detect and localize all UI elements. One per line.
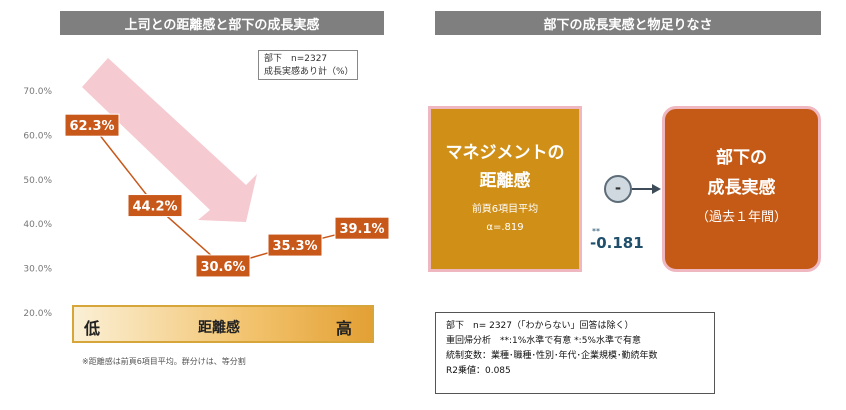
box2-line2: 成長実感 (707, 178, 776, 198)
significance-mark: ** (592, 227, 600, 236)
data-label: 44.2% (132, 200, 177, 215)
info-line-1: 部下 n= 2327（「わからない」回答は除く） (446, 321, 634, 331)
chart-note-sample: 部下 n=2327 (264, 54, 328, 64)
y-tick-label: 20.0% (23, 309, 52, 319)
info-line-4: R2乗値：0.085 (446, 366, 511, 376)
data-point-marker (334, 216, 390, 240)
trend-arrow-icon (82, 58, 257, 222)
distance-gradient-bar: 低 距離感 高 (72, 305, 374, 343)
box1-line2: 距離感 (479, 171, 531, 191)
box1-sub2: α=.819 (486, 222, 524, 233)
y-tick-label: 30.0% (23, 265, 52, 275)
chart-note-metric: 成長実感あり計（%） (264, 67, 354, 77)
info-line-3: 統制変数：業種･職種･性別･年代･企業規模･勤続年数 (446, 351, 658, 361)
data-point-marker (267, 233, 323, 257)
data-label: 62.3% (69, 119, 114, 134)
data-point-marker (195, 254, 251, 278)
arrow-head-icon (652, 184, 661, 194)
growth-feeling-box: 部下の 成長実感 （過去１年間） (662, 106, 821, 272)
chart-note-box: 部下 n=2327 成長実感あり計（%） (258, 50, 358, 80)
arrow-line (632, 188, 654, 190)
box1-sub1: 前頁6項目平均 (471, 204, 539, 215)
management-distance-box: マネジメントの 距離感 前頁6項目平均 α=.819 (428, 106, 582, 272)
data-label: 35.3% (272, 239, 317, 254)
box1-line1: マネジメントの (445, 143, 565, 163)
left-panel-title: 上司との距離感と部下の成長実感 (60, 11, 384, 35)
data-point-marker (64, 113, 120, 137)
box2-sub: （過去１年間） (695, 210, 787, 225)
info-line-2: 重回帰分析 **:1%水準で有意 *:5%水準で有意 (446, 336, 641, 346)
analysis-info-box: 部下 n= 2327（「わからない」回答は除く） 重回帰分析 **:1%水準で有… (435, 312, 715, 394)
chart-footnote: ※距離感は前頁6項目平均。群分けは、等分割 (82, 357, 246, 366)
y-tick-label: 50.0% (23, 176, 52, 186)
y-tick-label: 40.0% (23, 220, 52, 230)
data-label: 39.1% (339, 222, 384, 237)
data-label: 30.6% (200, 260, 245, 275)
y-tick-label: 70.0% (23, 87, 52, 97)
gradient-high-label: 高 (336, 319, 353, 338)
right-panel-title: 部下の成長実感と物足りなさ (435, 11, 821, 35)
gradient-mid-label: 距離感 (198, 320, 240, 336)
regression-coefficient: -0.181 (590, 234, 644, 252)
box2-line1: 部下の (716, 148, 767, 168)
negative-sign-circle: - (604, 175, 632, 203)
gradient-low-label: 低 (84, 319, 101, 338)
y-tick-label: 60.0% (23, 131, 52, 141)
data-point-marker (127, 194, 183, 218)
